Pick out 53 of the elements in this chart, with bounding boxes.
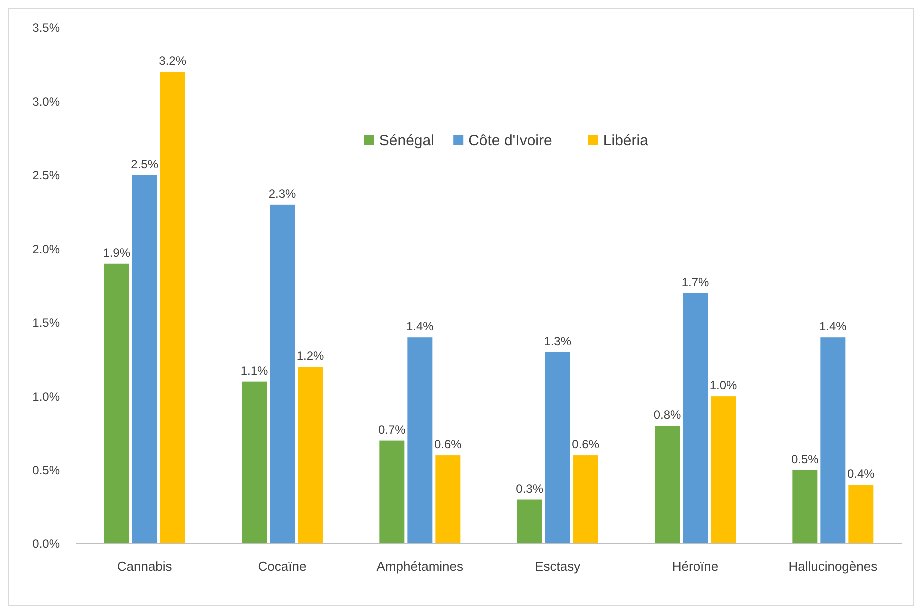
data-label: 0.6%	[434, 438, 462, 452]
y-tick-label: 2.5%	[32, 168, 60, 183]
bar	[298, 367, 323, 544]
y-tick-label: 3.0%	[32, 94, 60, 109]
bar	[820, 338, 846, 544]
data-label: 1.3%	[544, 334, 572, 348]
bar	[711, 396, 736, 544]
bar	[408, 338, 433, 544]
data-label: 2.3%	[268, 186, 296, 201]
bar	[545, 352, 570, 544]
bar	[655, 426, 680, 544]
bar	[132, 175, 158, 544]
data-label: 1.0%	[710, 378, 738, 393]
bar	[517, 500, 542, 544]
y-tick-label: 3.5%	[32, 21, 60, 36]
data-label: 0.5%	[791, 452, 820, 466]
data-label: 1.1%	[240, 364, 268, 378]
data-label: 1.2%	[296, 349, 324, 364]
data-label: 0.4%	[847, 467, 876, 482]
data-label: 3.2%	[159, 54, 187, 68]
x-tick-label: Cocaïne	[258, 559, 307, 574]
data-label: 1.7%	[682, 275, 710, 290]
bar	[848, 485, 874, 544]
data-label: 1.4%	[406, 320, 434, 334]
legend-label: Sénégal	[379, 132, 434, 150]
y-tick-label: 2.0%	[32, 242, 60, 256]
legend-label: Libéria	[603, 132, 650, 150]
x-tick-label: Cannabis	[117, 559, 173, 574]
y-tick-label: 1.5%	[32, 316, 60, 330]
x-tick-label: Héroïne	[672, 559, 719, 574]
x-tick-label: Amphétamines	[376, 559, 464, 574]
bar	[270, 204, 295, 544]
y-tick-label: 0.0%	[32, 537, 60, 552]
bar	[792, 470, 818, 544]
bar	[104, 264, 130, 544]
bar	[573, 456, 598, 544]
bar	[242, 382, 267, 544]
data-label: 1.4%	[819, 320, 848, 334]
x-tick-label: Esctasy	[535, 559, 582, 574]
data-label: 0.8%	[654, 408, 682, 422]
bar	[436, 456, 461, 544]
data-label: 0.3%	[516, 482, 544, 496]
data-label: 2.5%	[131, 157, 159, 172]
y-tick-label: 1.0%	[32, 390, 60, 404]
bar	[380, 440, 405, 544]
legend-label: Côte d'Ivoire	[468, 132, 552, 150]
x-tick-label: Hallucinogènes	[788, 559, 878, 574]
data-label: 0.6%	[572, 438, 600, 452]
y-tick-label: 0.5%	[32, 463, 60, 478]
bar	[160, 72, 186, 544]
data-label: 0.7%	[378, 422, 406, 437]
data-label: 1.9%	[103, 246, 131, 260]
bar	[683, 293, 708, 544]
